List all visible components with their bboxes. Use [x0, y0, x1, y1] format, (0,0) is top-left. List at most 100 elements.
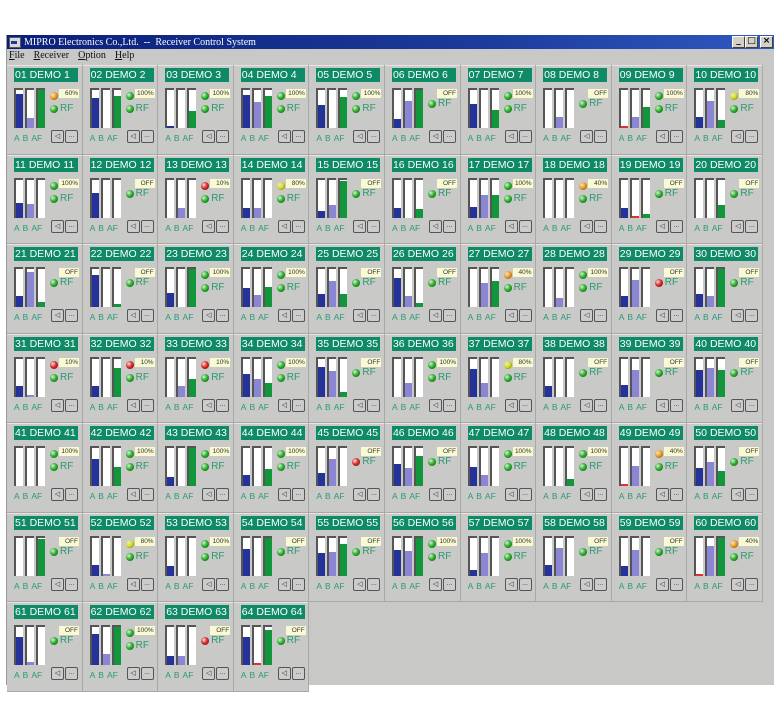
- speaker-monitor-button[interactable]: ◁: [504, 130, 518, 143]
- receiver-name[interactable]: 21 DEMO 21: [14, 247, 78, 261]
- speaker-monitor-button[interactable]: ◁: [353, 130, 367, 143]
- receiver-name[interactable]: 39 DEMO 39: [618, 336, 683, 351]
- more-settings-button[interactable]: ...: [594, 130, 608, 143]
- speaker-monitor-button[interactable]: ◁: [655, 219, 669, 233]
- menu-help[interactable]: Help: [115, 50, 134, 61]
- more-settings-button[interactable]: ...: [65, 398, 78, 412]
- receiver-name[interactable]: 23 DEMO 23: [165, 247, 230, 261]
- speaker-monitor-button[interactable]: ◁: [202, 667, 216, 680]
- more-settings-button[interactable]: ...: [140, 130, 154, 143]
- receiver-tile[interactable]: 43 DEMO 43 100% RF A B AF ◁...: [158, 423, 234, 513]
- more-settings-button[interactable]: ...: [669, 577, 683, 591]
- menu-file[interactable]: File: [9, 50, 25, 61]
- receiver-tile[interactable]: 04 DEMO 4 100% RF A B AF ◁...: [233, 65, 310, 155]
- speaker-monitor-button[interactable]: ◁: [580, 219, 594, 233]
- more-settings-button[interactable]: ...: [442, 577, 456, 591]
- speaker-monitor-button[interactable]: ◁: [428, 577, 442, 591]
- receiver-name[interactable]: 32 DEMO 32: [89, 336, 154, 351]
- speaker-monitor-button[interactable]: ◁: [277, 488, 291, 501]
- speaker-monitor-button[interactable]: ◁: [51, 488, 64, 501]
- receiver-name[interactable]: 40 DEMO 40: [694, 336, 759, 351]
- receiver-name[interactable]: 30 DEMO 30: [694, 247, 759, 261]
- receiver-name[interactable]: 52 DEMO 52: [89, 515, 154, 530]
- more-settings-button[interactable]: ...: [367, 488, 381, 501]
- receiver-tile[interactable]: 30 DEMO 30 OFF RF A B AF ◁...: [687, 244, 763, 334]
- receiver-tile[interactable]: 10 DEMO 10 80% RF A B AF ◁...: [687, 65, 763, 155]
- receiver-tile[interactable]: 54 DEMO 54 OFF RF A B AF ◁...: [233, 512, 310, 602]
- receiver-tile[interactable]: 11 DEMO 11 100% RF A B AF ◁...: [7, 154, 83, 244]
- receiver-name[interactable]: 04 DEMO 4: [240, 68, 305, 82]
- speaker-monitor-button[interactable]: ◁: [51, 398, 64, 412]
- more-settings-button[interactable]: ...: [216, 219, 230, 233]
- receiver-tile[interactable]: 03 DEMO 3 100% RF A B AF ◁...: [158, 65, 234, 155]
- more-settings-button[interactable]: ...: [745, 577, 759, 591]
- more-settings-button[interactable]: ...: [518, 130, 532, 143]
- receiver-tile[interactable]: 12 DEMO 12 OFF RF A B AF ◁...: [82, 154, 159, 244]
- more-settings-button[interactable]: ...: [518, 398, 532, 412]
- more-settings-button[interactable]: ...: [442, 309, 456, 322]
- more-settings-button[interactable]: ...: [291, 398, 305, 412]
- receiver-name[interactable]: 15 DEMO 15: [316, 157, 381, 172]
- receiver-tile[interactable]: 51 DEMO 51 OFF RF A B AF ◁...: [7, 512, 83, 602]
- speaker-monitor-button[interactable]: ◁: [126, 667, 140, 680]
- receiver-name[interactable]: 55 DEMO 55: [316, 515, 381, 530]
- speaker-monitor-button[interactable]: ◁: [126, 219, 140, 233]
- speaker-monitor-button[interactable]: ◁: [202, 130, 216, 143]
- speaker-monitor-button[interactable]: ◁: [580, 130, 594, 143]
- receiver-tile[interactable]: 27 DEMO 27 40% RF A B AF ◁...: [460, 244, 537, 334]
- receiver-name[interactable]: 03 DEMO 3: [165, 68, 230, 82]
- speaker-monitor-button[interactable]: ◁: [51, 219, 64, 233]
- receiver-tile[interactable]: 58 DEMO 58 OFF RF A B AF ◁...: [536, 512, 612, 602]
- receiver-name[interactable]: 28 DEMO 28: [543, 247, 608, 261]
- receiver-name[interactable]: 43 DEMO 43: [165, 426, 230, 440]
- receiver-tile[interactable]: 06 DEMO 6 OFF RF A B AF ◁...: [384, 65, 461, 155]
- more-settings-button[interactable]: ...: [140, 219, 154, 233]
- receiver-tile[interactable]: 40 DEMO 40 OFF RF A B AF ◁...: [687, 333, 763, 423]
- receiver-name[interactable]: 53 DEMO 53: [165, 515, 230, 530]
- speaker-monitor-button[interactable]: ◁: [731, 398, 745, 412]
- more-settings-button[interactable]: ...: [442, 488, 456, 501]
- speaker-monitor-button[interactable]: ◁: [126, 577, 140, 591]
- receiver-tile[interactable]: 09 DEMO 9 100% RF A B AF ◁...: [611, 65, 688, 155]
- speaker-monitor-button[interactable]: ◁: [504, 309, 518, 322]
- speaker-monitor-button[interactable]: ◁: [126, 488, 140, 501]
- receiver-tile[interactable]: 17 DEMO 17 100% RF A B AF ◁...: [460, 154, 537, 244]
- speaker-monitor-button[interactable]: ◁: [51, 667, 64, 680]
- receiver-tile[interactable]: 61 DEMO 61 OFF RF A B AF ◁...: [7, 602, 83, 692]
- receiver-name[interactable]: 46 DEMO 46: [391, 426, 456, 440]
- receiver-name[interactable]: 47 DEMO 47: [467, 426, 532, 440]
- receiver-name[interactable]: 62 DEMO 62: [89, 605, 154, 619]
- receiver-tile[interactable]: 05 DEMO 5 100% RF A B AF ◁...: [309, 65, 385, 155]
- receiver-tile[interactable]: 33 DEMO 33 10% RF A B AF ◁...: [158, 333, 234, 423]
- more-settings-button[interactable]: ...: [291, 488, 305, 501]
- more-settings-button[interactable]: ...: [669, 309, 683, 322]
- speaker-monitor-button[interactable]: ◁: [580, 577, 594, 591]
- more-settings-button[interactable]: ...: [745, 309, 759, 322]
- more-settings-button[interactable]: ...: [65, 219, 78, 233]
- receiver-name[interactable]: 34 DEMO 34: [240, 336, 305, 351]
- more-settings-button[interactable]: ...: [669, 488, 683, 501]
- receiver-name[interactable]: 13 DEMO 13: [165, 157, 230, 172]
- receiver-tile[interactable]: 56 DEMO 56 100% RF A B AF ◁...: [384, 512, 461, 602]
- close-button[interactable]: ×: [760, 36, 773, 48]
- receiver-name[interactable]: 41 DEMO 41: [14, 426, 78, 440]
- receiver-tile[interactable]: 53 DEMO 53 100% RF A B AF ◁...: [158, 512, 234, 602]
- receiver-tile[interactable]: 16 DEMO 16 OFF RF A B AF ◁...: [384, 154, 461, 244]
- receiver-name[interactable]: 14 DEMO 14: [240, 157, 305, 172]
- receiver-tile[interactable]: 48 DEMO 48 100% RF A B AF ◁...: [536, 423, 612, 513]
- receiver-tile[interactable]: 35 DEMO 35 OFF RF A B AF ◁...: [309, 333, 385, 423]
- receiver-name[interactable]: 22 DEMO 22: [89, 247, 154, 261]
- receiver-name[interactable]: 05 DEMO 5: [316, 68, 381, 82]
- more-settings-button[interactable]: ...: [216, 309, 230, 322]
- more-settings-button[interactable]: ...: [745, 488, 759, 501]
- speaker-monitor-button[interactable]: ◁: [428, 398, 442, 412]
- menu-option[interactable]: Option: [78, 50, 106, 61]
- receiver-name[interactable]: 61 DEMO 61: [14, 605, 78, 619]
- receiver-name[interactable]: 60 DEMO 60: [694, 515, 759, 530]
- receiver-tile[interactable]: 32 DEMO 32 10% RF A B AF ◁...: [82, 333, 159, 423]
- more-settings-button[interactable]: ...: [367, 130, 381, 143]
- receiver-tile[interactable]: 41 DEMO 41 100% RF A B AF ◁...: [7, 423, 83, 513]
- receiver-tile[interactable]: 18 DEMO 18 40% RF A B AF ◁...: [536, 154, 612, 244]
- more-settings-button[interactable]: ...: [140, 667, 154, 680]
- speaker-monitor-button[interactable]: ◁: [655, 398, 669, 412]
